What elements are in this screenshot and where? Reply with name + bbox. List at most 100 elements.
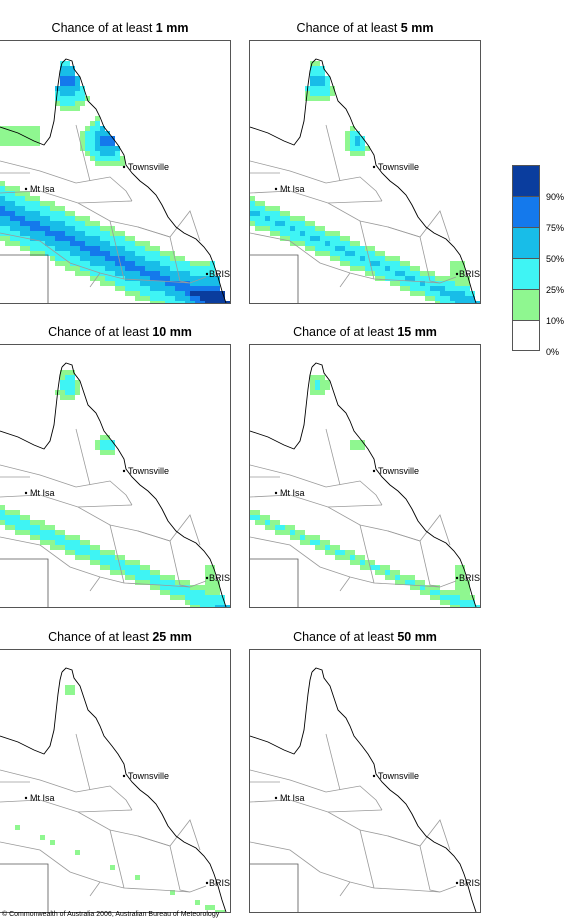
district-boundary (419, 514, 451, 546)
place-mt-isa-marker (274, 491, 278, 495)
gulf-coastline (0, 671, 63, 755)
state-border-box (250, 863, 299, 912)
place-townsville-marker (122, 469, 126, 473)
place-mt-isa-label: Mt Isa (280, 184, 305, 194)
place-mt-isa-marker (274, 796, 278, 800)
gulf-coastline (0, 366, 63, 450)
place-brisbane-marker (455, 272, 459, 276)
district-boundary (327, 202, 421, 238)
legend-label: 10% (546, 316, 565, 326)
rainfall-map: Townsville Mt Isa BRIS (249, 40, 481, 304)
state-border-box (0, 558, 49, 607)
legend-label: 0% (546, 347, 560, 357)
district-boundary (75, 733, 91, 791)
district-boundary (327, 506, 421, 542)
place-townsville-marker (372, 165, 376, 169)
place-mt-isa-label: Mt Isa (30, 184, 55, 194)
district-boundary (339, 576, 351, 592)
place-townsville-label: Townsville (128, 771, 169, 781)
district-boundary (325, 733, 341, 791)
place-brisbane-label: BRIS (459, 269, 480, 279)
district-boundary (89, 272, 101, 288)
panel-title: Chance of at least 25 mm (48, 630, 192, 644)
district-boundary (109, 524, 125, 584)
legend-label: 90% (546, 192, 565, 202)
legend-label: 50% (546, 254, 565, 264)
district-boundary (169, 210, 201, 242)
district-boundary (325, 480, 383, 506)
district-boundary (250, 799, 383, 813)
district-boundary (359, 829, 375, 889)
place-brisbane-label: BRIS (209, 878, 230, 888)
place-mt-isa-marker (274, 187, 278, 191)
district-boundary (250, 232, 457, 284)
place-townsville-label: Townsville (378, 466, 419, 476)
place-brisbane-label: BRIS (459, 573, 480, 583)
district-boundary (169, 819, 201, 851)
place-mt-isa-label: Mt Isa (30, 793, 55, 803)
district-boundary (327, 811, 421, 847)
district-boundary (77, 811, 171, 847)
district-boundary (137, 835, 191, 893)
place-brisbane-marker (205, 881, 209, 885)
legend-swatch-90 (512, 165, 540, 196)
east-coastline (61, 58, 227, 303)
district-boundary (109, 220, 125, 280)
district-boundary (0, 464, 77, 488)
place-townsville-label: Townsville (128, 466, 169, 476)
district-boundary (250, 464, 327, 488)
district-boundary (0, 799, 133, 813)
district-boundary (339, 881, 351, 897)
district-boundary (75, 480, 133, 506)
state-border-box (0, 863, 49, 912)
east-coastline (61, 362, 227, 607)
district-boundary (325, 785, 383, 811)
district-boundary (75, 124, 91, 182)
east-coastline (61, 667, 227, 912)
place-townsville-label: Townsville (128, 162, 169, 172)
place-mt-isa-marker (24, 187, 28, 191)
place-mt-isa-marker (24, 796, 28, 800)
district-boundary (325, 176, 383, 202)
district-boundary (0, 841, 207, 893)
legend-swatch-25 (512, 258, 540, 289)
state-border-box (0, 254, 49, 303)
place-mt-isa-marker (24, 491, 28, 495)
district-boundary (109, 829, 125, 889)
gulf-coastline (250, 62, 313, 146)
district-boundary (359, 220, 375, 280)
probability-cells (0, 61, 230, 303)
panel-title: Chance of at least 1 mm (51, 21, 189, 35)
place-townsville-label: Townsville (378, 162, 419, 172)
place-townsville-marker (122, 165, 126, 169)
district-boundary (0, 232, 207, 284)
district-boundary (89, 881, 101, 897)
place-brisbane-label: BRIS (209, 573, 230, 583)
district-boundary (387, 226, 441, 284)
state-border-box (250, 254, 299, 303)
place-brisbane-label: BRIS (209, 269, 230, 279)
legend-swatch-50 (512, 227, 540, 258)
east-coastline (311, 667, 477, 912)
panel-title: Chance of at least 10 mm (48, 325, 192, 339)
probability-cells (250, 375, 480, 607)
district-boundary (0, 536, 207, 588)
place-mt-isa-label: Mt Isa (30, 488, 55, 498)
district-boundary (325, 124, 341, 182)
panel-title: Chance of at least 50 mm (293, 630, 437, 644)
district-boundary (0, 494, 133, 508)
district-boundary (89, 576, 101, 592)
district-boundary (339, 272, 351, 288)
place-brisbane-marker (455, 576, 459, 580)
district-boundary (75, 176, 133, 202)
district-boundary (250, 769, 327, 793)
district-boundary (250, 190, 383, 204)
district-boundary (75, 428, 91, 486)
east-coastline (311, 362, 477, 607)
district-boundary (250, 841, 457, 893)
place-mt-isa-label: Mt Isa (280, 793, 305, 803)
place-townsville-label: Townsville (378, 771, 419, 781)
district-boundary (419, 819, 451, 851)
state-border-box (250, 558, 299, 607)
district-boundary (137, 530, 191, 588)
